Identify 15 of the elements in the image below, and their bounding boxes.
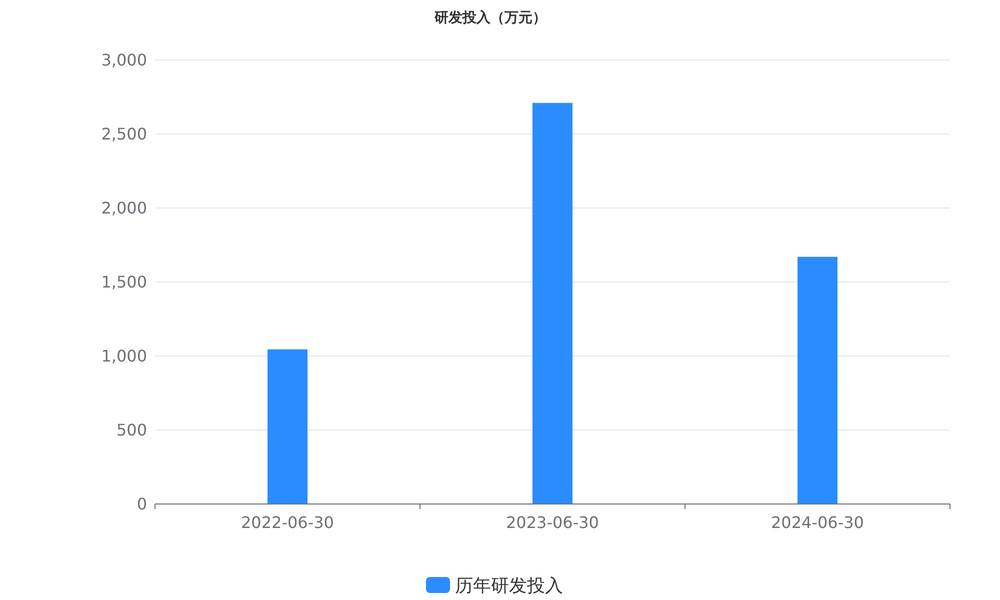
y-tick-label: 0: [136, 494, 147, 514]
y-tick-label: 1,500: [101, 272, 147, 292]
y-tick-label: 1,000: [101, 346, 147, 366]
bar: [268, 349, 308, 504]
x-tick-label: 2024-06-30: [771, 513, 864, 532]
x-tick-label: 2023-06-30: [506, 513, 599, 532]
y-tick-label: 2,000: [101, 198, 147, 218]
bar: [532, 102, 572, 504]
y-tick-label: 500: [116, 420, 147, 440]
chart-title: 研发投入（万元）: [434, 10, 546, 26]
y-tick-label: 2,500: [101, 124, 147, 144]
legend-label: 历年研发投入: [455, 575, 563, 596]
bar: [798, 256, 838, 504]
y-tick-label: 3,000: [101, 50, 147, 70]
x-tick-label: 2022-06-30: [241, 513, 334, 532]
